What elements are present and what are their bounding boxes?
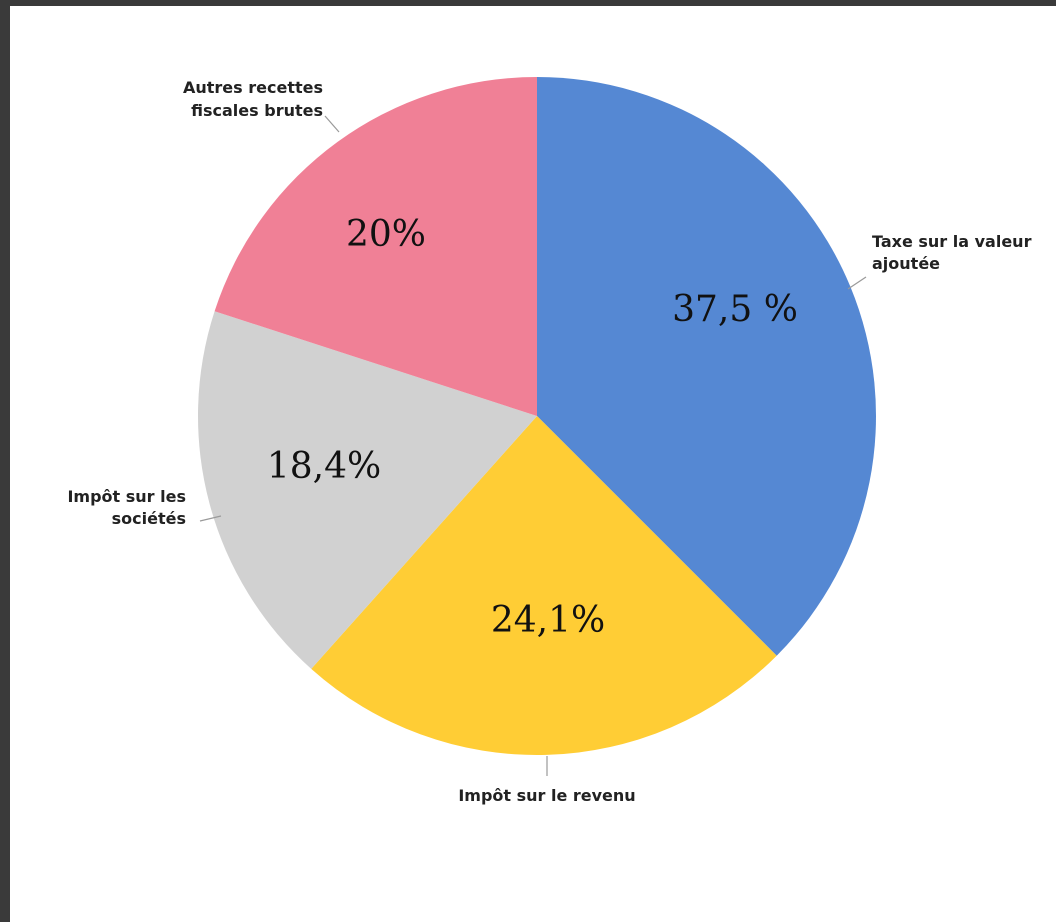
slice-value-label: 24,1% xyxy=(491,600,605,641)
window-frame-left xyxy=(0,0,10,922)
slice-value-label: 18,4% xyxy=(267,446,381,487)
pie-chart: 37,5 % 24,1% 18,4% 20% Taxe sur la valeur aj… xyxy=(67,77,1032,805)
pie-slice-2 xyxy=(311,416,777,755)
leader-lines xyxy=(199,115,867,776)
pie-slices xyxy=(197,77,877,755)
slice-value-label: 37,5 % xyxy=(672,289,798,330)
pie-slice-1 xyxy=(537,77,877,656)
category-label-line: sociétés xyxy=(112,509,186,528)
leader-line xyxy=(199,515,222,522)
percentage-labels: 37,5 % 24,1% 18,4% 20% xyxy=(267,214,798,641)
slice-category-label: Impôt sur les sociétés xyxy=(67,487,186,528)
slice-category-label: Impôt sur le revenu xyxy=(458,786,635,805)
pie-slice-4 xyxy=(214,77,537,416)
category-label-line: Impôt sur le revenu xyxy=(458,786,635,805)
category-labels: Taxe sur la valeur ajoutée Impôt sur le re… xyxy=(67,78,1031,805)
window-frame-top xyxy=(0,0,1056,6)
category-label-line: Autres recettes xyxy=(183,78,323,97)
category-label-line: ajoutée xyxy=(872,254,940,273)
leader-line xyxy=(324,115,340,133)
slice-category-label: Taxe sur la valeur ajoutée xyxy=(872,232,1032,273)
category-label-line: Taxe sur la valeur xyxy=(872,232,1032,251)
pie-slice-3 xyxy=(197,311,538,669)
leader-line xyxy=(847,276,867,290)
slice-category-label: Autres recettes fiscales brutes xyxy=(183,78,323,120)
chart-canvas: 37,5 % 24,1% 18,4% 20% Taxe sur la valeur aj… xyxy=(10,6,1056,922)
category-label-line: fiscales brutes xyxy=(191,101,323,120)
category-label-line: Impôt sur les xyxy=(67,487,186,506)
slice-value-label: 20% xyxy=(346,214,426,255)
